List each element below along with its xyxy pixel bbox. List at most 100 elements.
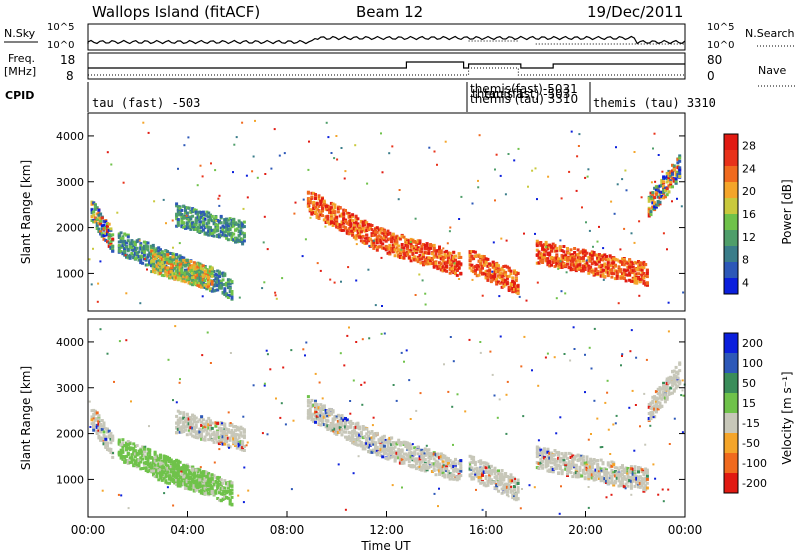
heatmap-cell (169, 275, 173, 279)
heatmap-cell (489, 263, 493, 267)
heatmap-cell (219, 283, 223, 287)
heatmap-cell (425, 251, 429, 255)
heatmap-cell (308, 200, 312, 204)
heatmap-cell (333, 281, 336, 284)
heatmap-cell (207, 416, 211, 420)
heatmap-cell (169, 260, 173, 264)
heatmap-cell (191, 434, 195, 438)
heatmap-cell (123, 243, 127, 246)
heatmap-cell (143, 257, 146, 260)
heatmap-cell (667, 171, 671, 175)
heatmap-cell (338, 214, 342, 218)
heatmap-cell (450, 267, 454, 271)
heatmap-cell (546, 257, 550, 261)
heatmap-cell (365, 444, 369, 448)
heatmap-cell (354, 216, 358, 220)
heatmap-cell (207, 426, 211, 430)
heatmap-cell (208, 272, 212, 276)
heatmap-cell (151, 466, 155, 470)
heatmap-cell (173, 261, 177, 265)
heatmap-cell (340, 212, 344, 216)
heatmap-cell (121, 252, 125, 256)
heatmap-cell (216, 421, 220, 425)
heatmap-cell (194, 424, 198, 427)
heatmap-cell (349, 436, 353, 440)
heatmap-cell (676, 175, 680, 179)
heatmap-cell (214, 480, 218, 483)
heatmap-cell (218, 483, 221, 487)
heatmap-cell (210, 489, 214, 493)
heatmap-cell (322, 423, 326, 427)
heatmap-cell (203, 438, 207, 442)
heatmap-cell (92, 408, 96, 412)
heatmap-cell (176, 471, 180, 475)
heatmap-cell (173, 256, 177, 260)
heatmap-cell (185, 467, 189, 471)
heatmap-cell (406, 457, 409, 461)
heatmap-cell (541, 261, 545, 264)
heatmap-cell (307, 168, 310, 171)
heatmap-cell (212, 279, 216, 282)
heatmap-cell (219, 481, 223, 485)
heatmap-cell (361, 436, 365, 440)
heatmap-cell (242, 445, 246, 448)
heatmap-cell (379, 231, 383, 235)
heatmap-cell (448, 267, 452, 271)
heatmap-cell (144, 263, 148, 267)
heatmap-cell (312, 201, 316, 205)
heatmap-cell (495, 153, 498, 156)
heatmap-cell (590, 270, 594, 274)
heatmap-cell (241, 440, 245, 444)
heatmap-cell (219, 234, 223, 238)
heatmap-cell (450, 258, 454, 262)
heatmap-cell (537, 256, 541, 260)
heatmap-cell (180, 275, 184, 279)
heatmap-cell (168, 260, 171, 264)
heatmap-cell (596, 263, 599, 266)
heatmap-cell (312, 412, 316, 416)
heatmap-cell (398, 256, 402, 259)
heatmap-cell (560, 290, 563, 293)
heatmap-cell (151, 243, 155, 247)
heatmap-cell (351, 229, 355, 233)
heatmap-cell (180, 469, 184, 472)
heatmap-cell (133, 452, 137, 456)
heatmap-cell (354, 221, 358, 225)
heatmap-cell (182, 225, 186, 229)
heatmap-cell (104, 233, 108, 237)
heatmap-cell (390, 247, 394, 251)
heatmap-cell (427, 262, 431, 266)
heatmap-cell (359, 443, 363, 447)
heatmap-cell (660, 190, 664, 194)
heatmap-cell (219, 436, 223, 440)
heatmap-cell (157, 261, 161, 265)
heatmap-cell (214, 433, 218, 437)
heatmap-cell (597, 264, 601, 268)
heatmap-cell (111, 233, 115, 237)
heatmap-cell (169, 470, 173, 474)
heatmap-cell (518, 295, 521, 298)
heatmap-cell (344, 430, 347, 434)
heatmap-cell (511, 287, 515, 290)
heatmap-cell (414, 258, 418, 262)
heatmap-cell (671, 172, 674, 176)
heatmap-cell (432, 243, 436, 247)
heatmap-cell (576, 267, 580, 271)
heatmap-cell (210, 421, 214, 425)
heatmap-cell (319, 200, 323, 204)
heatmap-cell (315, 215, 319, 219)
heatmap-cell (336, 207, 340, 211)
heatmap-cell (130, 246, 134, 249)
heatmap-cell (541, 244, 545, 248)
heatmap-cell (471, 278, 474, 281)
heatmap-cell (205, 470, 209, 474)
heatmap-cell (317, 417, 321, 421)
heatmap-cell (432, 261, 436, 265)
heatmap-cell (434, 260, 438, 264)
heatmap-cell (142, 247, 146, 251)
heatmap-cell (166, 268, 170, 272)
heatmap-cell (133, 243, 137, 247)
freq-lines (88, 61, 685, 76)
heatmap-cell (182, 430, 186, 433)
heatmap-cell (574, 259, 578, 263)
